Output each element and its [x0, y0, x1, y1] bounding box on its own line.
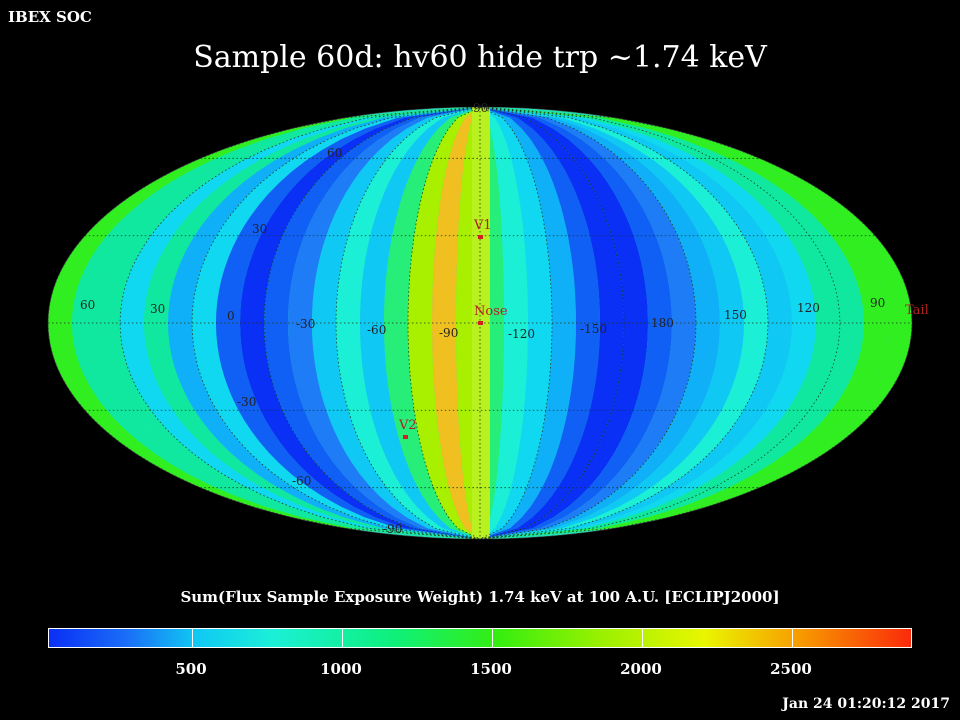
v1-marker	[478, 235, 483, 239]
colorbar-tick: 500	[175, 660, 207, 678]
meridian	[479, 107, 769, 539]
flux-stripe	[408, 107, 480, 539]
colorbar	[48, 628, 912, 648]
colorbar-divider	[792, 629, 793, 647]
nose-marker	[478, 321, 483, 325]
lat-label: 90	[473, 101, 488, 115]
lon-label: -60	[367, 323, 386, 337]
lon-label: 60	[80, 298, 95, 312]
lon-label: -120	[508, 327, 535, 341]
colorbar-tick: 1000	[320, 660, 362, 678]
flux-stripe	[480, 107, 552, 539]
colorbar-tick: 2000	[620, 660, 662, 678]
lon-label: 120	[797, 301, 820, 315]
lat-label: -90	[383, 522, 402, 536]
map-outline	[47, 106, 913, 540]
lon-label: -30	[296, 317, 315, 331]
map-title: Sample 60d: hv60 hide trp ~1.74 keV	[193, 40, 767, 75]
lon-label: -90	[439, 326, 458, 340]
colorbar-title: Sum(Flux Sample Exposure Weight) 1.74 ke…	[180, 588, 780, 606]
flux-stripe	[384, 107, 480, 539]
colorbar-tick: 2500	[770, 660, 812, 678]
lat-label: -30	[237, 395, 256, 409]
v1-label: V1	[473, 218, 492, 233]
colorbar-divider	[492, 629, 493, 647]
lon-label: 150	[724, 308, 747, 322]
tail-label: Tail	[905, 303, 929, 318]
lat-label: 30	[252, 222, 267, 236]
lon-label: 90	[870, 296, 885, 310]
meridian	[479, 107, 697, 539]
meridian	[479, 107, 841, 539]
meridian	[191, 107, 481, 539]
v2-label: V2	[398, 418, 417, 433]
flux-stripe	[480, 107, 600, 539]
lon-label: 30	[150, 302, 165, 316]
longitude-labels: 60 30 0 -30 -60 -90 -120 -150 180 150 12…	[80, 296, 885, 341]
colorbar-tick: 1500	[470, 660, 512, 678]
nose-label: Nose	[474, 304, 508, 319]
markers: V1 Nose V2 Tail	[398, 218, 929, 439]
lat-label: 60	[327, 146, 342, 160]
flux-stripe	[480, 107, 648, 539]
v2-marker	[403, 435, 408, 439]
timestamp: Jan 24 01:20:12 2017	[782, 696, 950, 712]
flux-stripe	[360, 107, 480, 539]
flux-stripe	[336, 107, 480, 539]
colorbar-divider	[192, 629, 193, 647]
flux-stripe	[480, 107, 624, 539]
lon-label: 180	[651, 316, 674, 330]
flux-stripe	[480, 107, 576, 539]
lon-label: -150	[580, 322, 607, 336]
meridian	[263, 107, 481, 539]
lon-label: 0	[227, 309, 235, 323]
colorbar-divider	[342, 629, 343, 647]
flux-stripe	[312, 107, 480, 539]
source-label: IBEX SOC	[8, 8, 92, 26]
meridian	[119, 107, 481, 539]
latitude-labels: 90 60 30 -30 -60 -90	[237, 101, 488, 536]
colorbar-divider	[642, 629, 643, 647]
lat-label: -60	[292, 474, 311, 488]
